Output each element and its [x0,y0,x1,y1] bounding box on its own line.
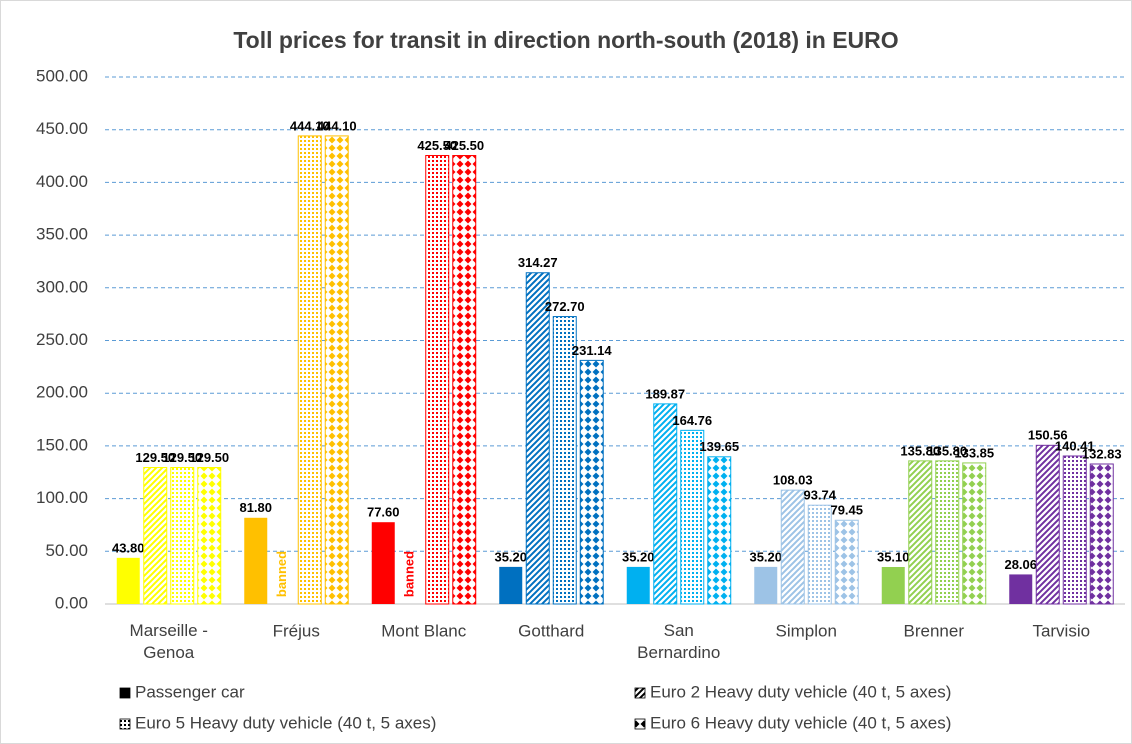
bar [881,567,905,604]
banned-label: banned [274,551,289,597]
bar [780,489,805,605]
bar [297,135,322,605]
value-label: 132.83 [1082,446,1122,461]
bar [908,460,933,605]
banned-label: banned [402,551,417,597]
value-label: 140.41 [1055,438,1095,453]
value-label: 135.80 [900,443,940,458]
bar [143,467,168,605]
value-label: 43.80 [112,540,145,555]
x-tick-label: Marseille -Genoa [130,621,208,662]
value-label: 129.50 [162,450,202,465]
value-label: 444.10 [317,118,357,133]
value-label: 35.20 [622,549,655,564]
bar [834,519,859,605]
bar [1009,574,1033,604]
y-tick-label: 450.00 [36,119,88,138]
value-label: 139.65 [699,439,739,454]
value-label: 35.20 [494,549,527,564]
bar [1035,444,1060,605]
y-tick-label: 100.00 [36,488,88,507]
value-label: 231.14 [572,343,613,358]
x-tick-label: Tarvisio [1032,621,1090,640]
y-tick-label: 300.00 [36,277,88,296]
x-tick-label: Simplon [776,621,837,640]
value-label: 135.80 [927,443,967,458]
bar [579,359,604,605]
y-tick-label: 250.00 [36,330,88,349]
x-tick-label: San Bernardino [637,621,720,662]
bar [1089,463,1114,605]
y-tick-label: 350.00 [36,225,88,244]
bar [525,272,550,605]
bar [324,135,349,605]
bar [452,155,477,605]
value-label: 150.56 [1028,428,1068,443]
x-tick-label: Mont Blanc [381,621,467,640]
value-label: 425.50 [444,138,484,153]
value-label: 444.10 [290,118,330,133]
bar [626,566,650,604]
x-tick-label: Brenner [904,621,965,640]
bar [653,403,678,605]
y-tick-label: 50.00 [45,541,88,560]
bar [499,566,523,604]
bar [754,566,778,604]
value-label: 189.87 [645,386,685,401]
value-label: 28.06 [1004,557,1037,572]
value-label: 81.80 [239,500,272,515]
value-label: 129.50 [189,450,229,465]
bar [371,522,395,604]
value-label: 93.74 [803,488,836,503]
bar [707,456,732,605]
bar [935,460,960,605]
x-tick-label: Fréjus [273,621,320,640]
bar [425,155,450,605]
legend-swatch [634,687,646,699]
bar [244,517,268,604]
bar [197,467,222,605]
legend-swatch [119,687,131,699]
bar [962,462,987,605]
value-label: 425.50 [417,138,457,153]
y-tick-label: 0.00 [55,593,88,612]
chart-title: Toll prices for transit in direction nor… [233,27,898,53]
bar [807,504,832,605]
y-tick-label: 200.00 [36,383,88,402]
value-label: 35.20 [749,549,782,564]
y-tick-label: 150.00 [36,435,88,454]
value-label: 77.60 [367,505,400,520]
value-label: 129.50 [135,450,175,465]
legend-swatch [119,718,131,730]
value-label: 272.70 [545,299,585,314]
legend-label: Passenger car [135,682,245,701]
value-label: 164.76 [672,413,712,428]
legend-swatch [634,718,646,730]
legend-label: Euro 6 Heavy duty vehicle (40 t, 5 axes) [650,713,951,732]
value-label: 79.45 [830,503,863,518]
value-label: 108.03 [773,473,813,488]
bar [1062,455,1087,605]
legend-label: Euro 2 Heavy duty vehicle (40 t, 5 axes) [650,682,951,701]
value-label: 133.85 [954,445,994,460]
bar [680,429,705,605]
value-label: 35.10 [877,549,910,564]
x-tick-label: Gotthard [518,621,584,640]
y-tick-label: 500.00 [36,66,88,85]
legend-label: Euro 5 Heavy duty vehicle (40 t, 5 axes) [135,713,436,732]
value-label: 314.27 [518,255,558,270]
bar [170,467,195,605]
bar [116,557,140,604]
y-tick-label: 400.00 [36,172,88,191]
bar [552,316,577,605]
